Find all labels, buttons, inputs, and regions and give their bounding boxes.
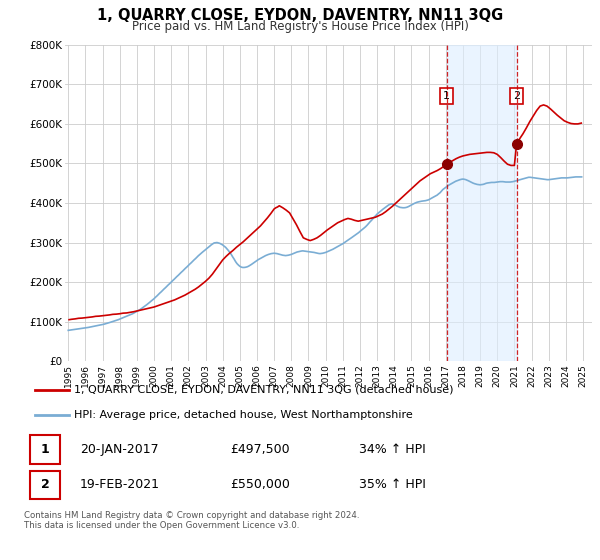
Text: 1: 1 xyxy=(41,443,49,456)
Text: HPI: Average price, detached house, West Northamptonshire: HPI: Average price, detached house, West… xyxy=(74,410,413,420)
Text: £497,500: £497,500 xyxy=(230,443,290,456)
Text: 19-FEB-2021: 19-FEB-2021 xyxy=(80,478,160,491)
Text: 2: 2 xyxy=(41,478,49,491)
Bar xyxy=(446,45,517,361)
Text: 1, QUARRY CLOSE, EYDON, DAVENTRY, NN11 3QG: 1, QUARRY CLOSE, EYDON, DAVENTRY, NN11 3… xyxy=(97,8,503,24)
FancyBboxPatch shape xyxy=(29,435,60,464)
Text: 1: 1 xyxy=(443,91,450,101)
Text: Price paid vs. HM Land Registry's House Price Index (HPI): Price paid vs. HM Land Registry's House … xyxy=(131,20,469,32)
FancyBboxPatch shape xyxy=(29,470,60,500)
Text: £550,000: £550,000 xyxy=(230,478,290,491)
Text: 35% ↑ HPI: 35% ↑ HPI xyxy=(359,478,425,491)
Text: 2: 2 xyxy=(513,91,520,101)
Text: 1, QUARRY CLOSE, EYDON, DAVENTRY, NN11 3QG (detached house): 1, QUARRY CLOSE, EYDON, DAVENTRY, NN11 3… xyxy=(74,385,454,395)
Text: 34% ↑ HPI: 34% ↑ HPI xyxy=(359,443,425,456)
Text: 20-JAN-2017: 20-JAN-2017 xyxy=(80,443,158,456)
Text: Contains HM Land Registry data © Crown copyright and database right 2024.
This d: Contains HM Land Registry data © Crown c… xyxy=(24,511,359,530)
